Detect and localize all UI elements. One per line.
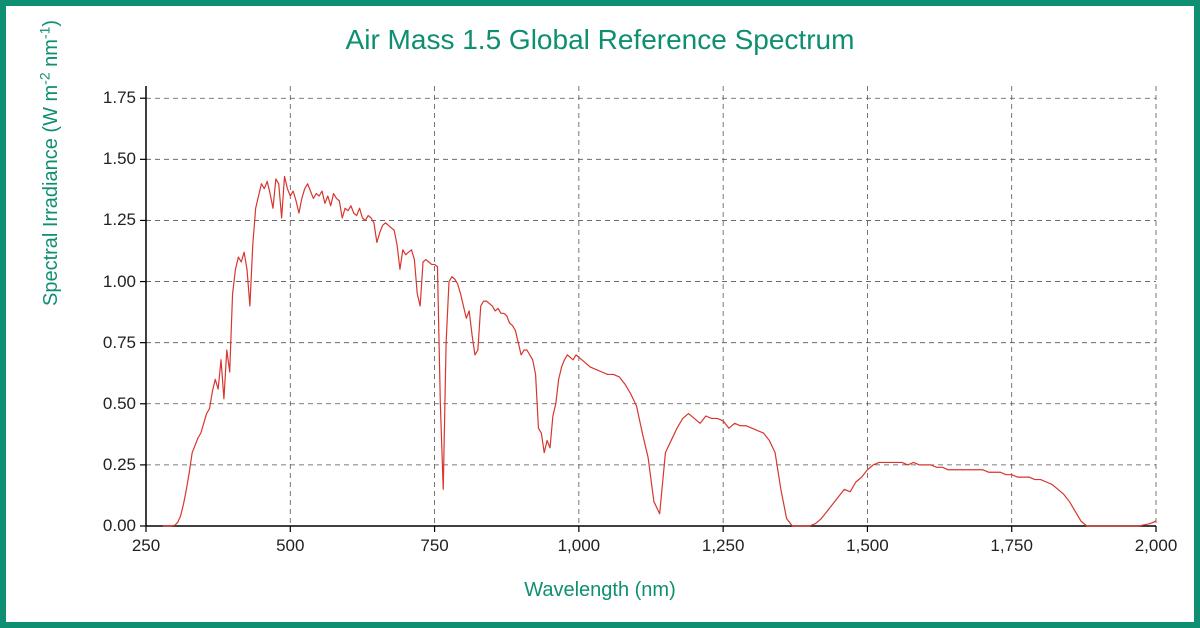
x-tick-label: 1,250 (702, 536, 745, 556)
x-tick-label: 1,750 (990, 536, 1033, 556)
x-tick-label: 750 (420, 536, 448, 556)
chart-frame: Air Mass 1.5 Global Reference Spectrum S… (0, 0, 1200, 628)
y-tick-label: 0.75 (86, 333, 136, 353)
plot-area: 2505007501,0001,2501,5001,7502,0000.000.… (146, 86, 1156, 526)
y-tick-label: 1.00 (86, 272, 136, 292)
y-tick-label: 0.25 (86, 455, 136, 475)
y-tick-label: 1.50 (86, 149, 136, 169)
chart-title: Air Mass 1.5 Global Reference Spectrum (6, 24, 1194, 56)
x-tick-label: 500 (276, 536, 304, 556)
y-axis-label: Spectral Irradiance (W m-2 nm-1) (36, 20, 63, 306)
y-axis-label-text: Spectral Irradiance (W m-2 nm-1) (40, 20, 62, 306)
y-tick-label: 0.00 (86, 516, 136, 536)
x-axis-label: Wavelength (nm) (6, 579, 1194, 602)
plot-svg (146, 86, 1156, 526)
y-tick-label: 0.50 (86, 394, 136, 414)
x-tick-label: 1,500 (846, 536, 889, 556)
y-tick-label: 1.75 (86, 88, 136, 108)
x-tick-label: 1,000 (558, 536, 601, 556)
y-tick-label: 1.25 (86, 210, 136, 230)
x-tick-label: 250 (132, 536, 160, 556)
x-tick-label: 2,000 (1135, 536, 1178, 556)
